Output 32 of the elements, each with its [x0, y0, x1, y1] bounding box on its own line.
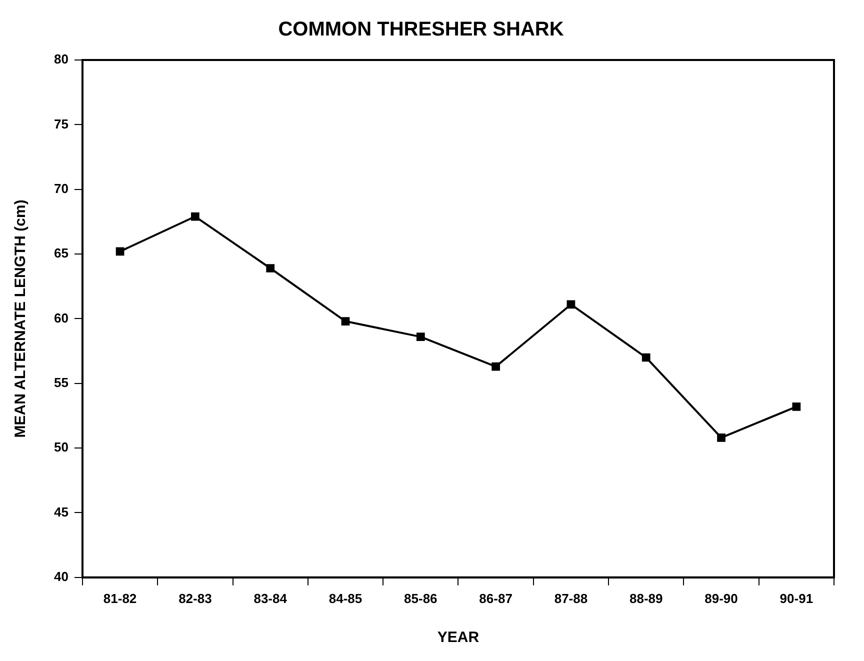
- chart-title: COMMON THRESHER SHARK: [278, 18, 564, 41]
- x-tick-label: 82-83: [178, 590, 212, 606]
- x-tick-label: 83-84: [254, 590, 288, 606]
- x-tick-label: 90-91: [780, 590, 814, 606]
- x-tick-label: 88-89: [629, 590, 663, 606]
- point: [266, 264, 275, 272]
- y-tick-label: 80: [54, 52, 68, 67]
- x-tick-label: 85-86: [404, 590, 438, 606]
- point: [566, 300, 576, 309]
- point: [642, 353, 650, 362]
- y-tick-label: 70: [54, 180, 68, 196]
- y-tick-label: 75: [54, 116, 68, 132]
- y-tick-label: 45: [54, 504, 68, 520]
- point: [416, 332, 425, 341]
- x-tick-label: 87-88: [554, 590, 588, 606]
- y-tick-label: 65: [54, 246, 68, 261]
- point: [341, 317, 350, 326]
- x-tick-label: 84-85: [328, 590, 362, 606]
- x-tick-label: 81-82: [103, 590, 137, 606]
- y-tick-label: 50: [54, 440, 68, 455]
- y-tick-label: 40: [54, 568, 68, 584]
- y-axis-title: MEAN ALTERNATE LENGTH (cm): [12, 200, 30, 438]
- x-axis-title: YEAR: [437, 629, 480, 646]
- x-tick-label: 86-87: [479, 590, 512, 606]
- point: [492, 362, 500, 371]
- point: [717, 434, 726, 442]
- y-tick-label: 60: [54, 310, 68, 326]
- point: [191, 212, 200, 221]
- point: [792, 402, 801, 411]
- x-tick-label: 89-90: [704, 590, 738, 606]
- y-tick-label: 55: [54, 374, 68, 390]
- point: [116, 247, 124, 256]
